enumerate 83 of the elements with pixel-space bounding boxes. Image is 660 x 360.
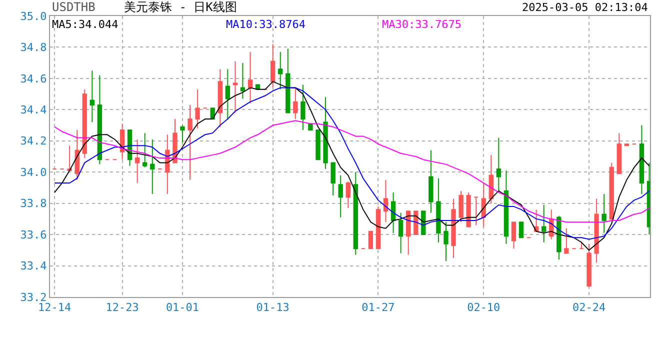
candlestick (338, 174, 343, 218)
candlestick (466, 192, 471, 228)
candlestick (428, 150, 434, 214)
candlestick (451, 198, 456, 258)
candlestick (496, 137, 502, 193)
candlestick (293, 87, 298, 120)
x-tick-label: 02-24 (572, 301, 606, 314)
candlestick (270, 44, 276, 88)
candlestick (564, 228, 569, 254)
candlestick (308, 123, 313, 130)
candlestick (316, 129, 320, 160)
candlestick (542, 204, 546, 243)
y-tick-label: 35.0 (20, 10, 47, 23)
candlestick (511, 222, 516, 250)
candlestick (142, 132, 148, 168)
candlestick (398, 212, 404, 254)
candlestick (97, 74, 102, 165)
y-tick-label: 34.4 (20, 104, 48, 117)
x-tick-label: 01-01 (166, 301, 200, 314)
y-tick-label: 33.8 (20, 197, 47, 210)
candlestick (232, 60, 238, 114)
candlestick (353, 172, 358, 256)
candlestick (602, 193, 606, 234)
x-tick-label: 01-13 (256, 301, 290, 314)
candlestick (286, 48, 290, 114)
candlestick (444, 222, 448, 262)
candlestick (74, 129, 80, 180)
candlestick (406, 210, 411, 256)
candlestick (188, 104, 192, 180)
candlestick (609, 162, 614, 220)
candlestick (518, 222, 524, 238)
candlestick (218, 68, 222, 128)
candlestick (240, 62, 246, 100)
candlestick (474, 196, 478, 226)
text: MA5:34.044 (52, 18, 119, 31)
candlestick (300, 84, 306, 130)
candlestick (586, 243, 592, 287)
chart-title: 美元泰铢 - 日K线图 (124, 0, 237, 14)
candlestick (180, 124, 185, 143)
candlestick (616, 132, 622, 174)
y-tick-label: 34.6 (20, 72, 47, 86)
text: MA10:33.8764 (226, 18, 306, 31)
candlestick (165, 134, 170, 194)
candlestick (639, 124, 644, 194)
candlestick (195, 88, 200, 129)
candlestick (82, 88, 87, 159)
candlestick (579, 242, 584, 250)
candlestick (481, 182, 486, 228)
text: USDTHB (52, 0, 96, 14)
candlestick (134, 138, 140, 184)
candlestick (368, 230, 374, 250)
line-series (54, 120, 650, 223)
y-tick-label: 34.2 (20, 134, 47, 148)
candlestick (330, 162, 336, 196)
candlestick (556, 215, 562, 260)
candlestick (436, 178, 441, 243)
y-tick-label: 33.2 (20, 290, 47, 304)
candlestick (67, 145, 72, 172)
x-tick-label: 02-10 (467, 301, 500, 314)
candlestick (594, 198, 599, 264)
candlestick (278, 51, 283, 90)
candlestick (172, 118, 178, 164)
candlestick (488, 154, 494, 204)
candlestick (504, 170, 509, 244)
candlestick (390, 192, 396, 234)
y-tick-label: 34.0 (20, 166, 47, 179)
y-tick-label: 34.8 (20, 41, 47, 54)
candlestick (376, 206, 381, 250)
candlestick (150, 138, 155, 194)
candlestick (248, 51, 253, 104)
x-tick-label: 12-23 (106, 301, 139, 314)
candlestick (346, 180, 350, 209)
candlestick (458, 190, 464, 223)
candlestick (225, 68, 230, 120)
x-tick-label: 12-14 (38, 301, 72, 314)
candlestick (383, 179, 388, 223)
text: MA30:33.7675 (382, 18, 462, 31)
candlestick (90, 70, 94, 123)
candlestick (323, 96, 328, 170)
y-tick-label: 33.6 (20, 228, 47, 242)
x-tick-label: 01-27 (362, 301, 395, 314)
y-tick-label: 33.4 (20, 260, 48, 273)
text: 2025-03-05 02:13:04 (522, 1, 648, 14)
